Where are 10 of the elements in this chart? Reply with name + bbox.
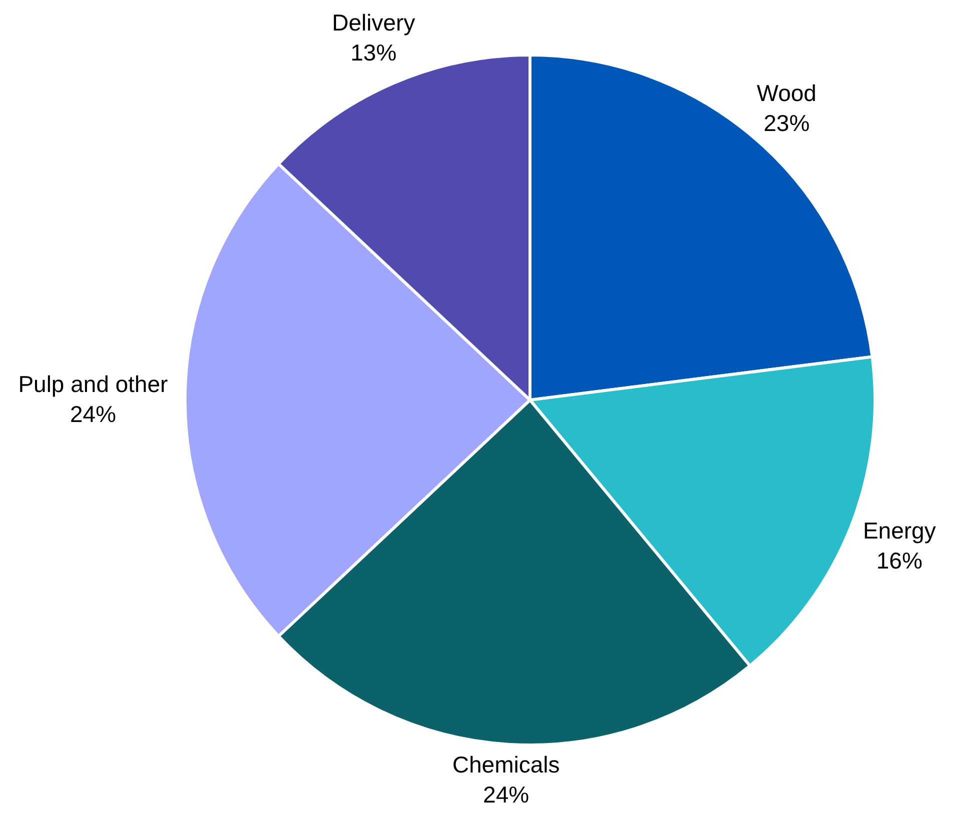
slice-label: Pulp and other (18, 371, 168, 397)
data-label: 24% (483, 781, 530, 808)
data-label: 24% (70, 401, 116, 427)
data-label: 16% (876, 547, 922, 574)
slice-label: Delivery (332, 9, 416, 36)
slice-label: Energy (862, 517, 936, 544)
slice-label: Wood (756, 80, 816, 106)
slice-label: Chemicals (452, 751, 560, 778)
data-label: 13% (350, 39, 397, 66)
data-label: 23% (764, 110, 810, 136)
